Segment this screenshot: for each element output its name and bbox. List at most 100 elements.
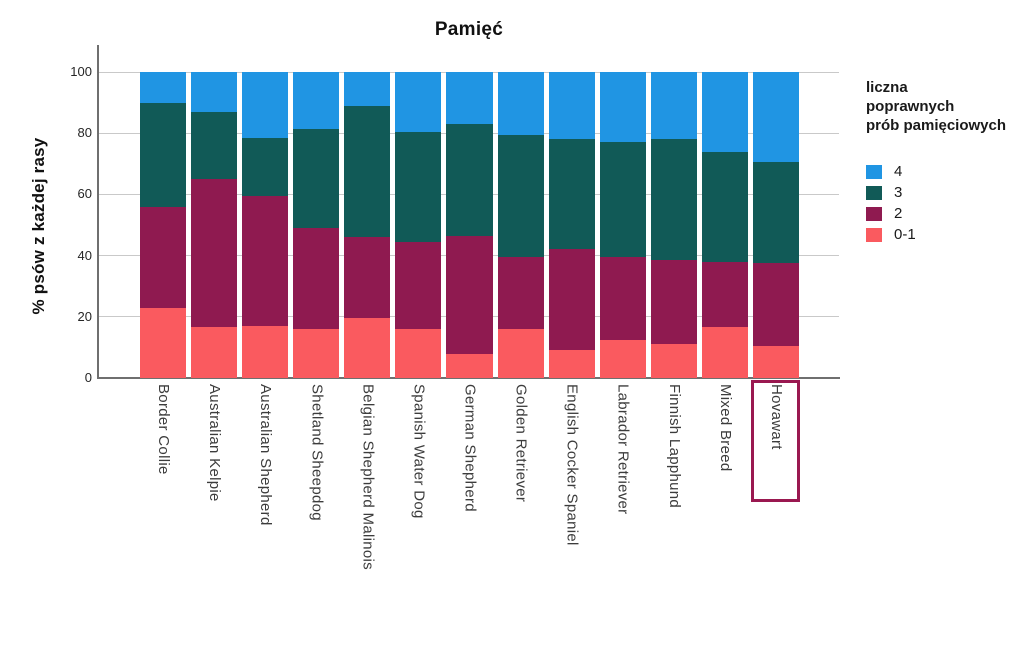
bar-column — [701, 72, 748, 378]
bar-column — [191, 72, 238, 378]
legend-item: 2 — [866, 203, 1016, 224]
legend-swatch — [866, 227, 882, 242]
legend: liczna poprawnych prób pamięciowych 4 3 2 0… — [866, 78, 1016, 245]
x-axis-category-label: German Shepherd — [461, 384, 479, 512]
x-axis-category-label: Belgian Shepherd Malinois — [359, 384, 377, 570]
x-axis-category-label: English Cocker Spaniel — [563, 384, 581, 546]
bar-segment — [446, 72, 493, 125]
y-axis-tick-label: 60 — [77, 186, 92, 202]
x-axis-category-label: Golden Retriever — [512, 384, 530, 503]
bar-segment — [701, 327, 748, 378]
bar-segment — [140, 206, 187, 308]
bar-segment — [497, 329, 544, 378]
legend-title-line: liczna — [866, 79, 908, 96]
bar-segment — [242, 325, 289, 378]
bar-column — [497, 72, 544, 378]
bar-column — [395, 72, 442, 378]
x-axis-line — [97, 377, 840, 379]
y-axis-tick-label: 100 — [70, 64, 92, 79]
bar-segment — [752, 162, 800, 264]
bar-segment — [599, 142, 646, 258]
bar-segment — [446, 235, 493, 354]
bar-segment — [599, 72, 646, 143]
legend-swatch — [866, 206, 882, 221]
y-axis-line — [97, 45, 99, 379]
bar-segment — [599, 339, 646, 378]
y-axis-tick-label: 20 — [77, 308, 92, 324]
bar-segment — [497, 134, 544, 258]
highlight-box — [751, 380, 801, 502]
legend-title-line: poprawnych — [866, 98, 955, 115]
bar-segment — [191, 179, 238, 328]
bar-column — [548, 72, 595, 378]
bar-column — [140, 72, 187, 378]
x-axis-category-label: Spanish Water Dog — [410, 384, 428, 519]
bar-segment — [497, 257, 544, 330]
y-axis-tick-label: 40 — [77, 247, 92, 263]
bar-segment — [344, 105, 391, 238]
legend-title-line: prób pamięciowych — [866, 117, 1007, 134]
bar-segment — [140, 307, 187, 378]
bar-segment — [395, 329, 442, 378]
legend-swatch — [866, 164, 882, 179]
bar-segment — [497, 72, 544, 135]
legend-item: 3 — [866, 182, 1016, 203]
bar-segment — [191, 72, 238, 112]
bar-segment — [446, 353, 493, 378]
x-axis-category-label: Finnish Lapphund — [665, 384, 683, 509]
bar-segment — [140, 102, 187, 207]
bar-column — [599, 72, 646, 378]
y-axis-tick-label: 0 — [84, 370, 92, 385]
bar-segment — [446, 124, 493, 236]
x-axis-category-label: Border Collie — [155, 384, 173, 475]
bar-column — [344, 72, 391, 378]
bar-segment — [293, 329, 340, 378]
bar-segment — [344, 237, 391, 319]
bar-segment — [548, 72, 595, 140]
bar-column — [242, 72, 289, 378]
legend-item-label: 2 — [894, 205, 903, 222]
bar-segment — [548, 249, 595, 351]
x-axis-category-label: Australian Shepherd — [257, 384, 275, 526]
bar-segment — [650, 260, 697, 345]
x-axis-category-label: Shetland Sheepdog — [308, 384, 326, 521]
bar-segment — [191, 111, 238, 180]
bar-segment — [548, 139, 595, 250]
bar-segment — [191, 327, 238, 378]
bar-segment — [701, 261, 748, 328]
legend-item: 4 — [866, 161, 1016, 182]
bar-segment — [140, 72, 187, 103]
legend-swatch — [866, 185, 882, 200]
y-axis-title: % psów z każdej rasy — [29, 137, 48, 315]
legend-item-label: 4 — [894, 163, 903, 180]
bar-segment — [242, 195, 289, 326]
bar-segment — [344, 318, 391, 378]
bar-column — [752, 72, 800, 378]
bar-segment — [752, 345, 800, 378]
bar-segment — [293, 128, 340, 229]
legend-items: 4 3 2 0-1 — [866, 161, 1016, 245]
bar-segment — [650, 139, 697, 261]
bar-segment — [599, 257, 646, 340]
bars-area — [140, 72, 800, 378]
bar-segment — [701, 72, 748, 152]
legend-item-label: 0-1 — [894, 226, 916, 243]
bar-segment — [242, 137, 289, 196]
bar-segment — [344, 72, 391, 106]
bar-segment — [395, 72, 442, 132]
bar-segment — [395, 241, 442, 330]
legend-item: 0-1 — [866, 224, 1016, 245]
x-axis-category-label: Hovawart — [767, 384, 785, 450]
bar-segment — [752, 263, 800, 346]
bar-column — [650, 72, 697, 378]
bar-segment — [395, 131, 442, 242]
bar-segment — [548, 350, 595, 378]
bar-column — [446, 72, 493, 378]
bar-segment — [701, 151, 748, 262]
bar-segment — [242, 72, 289, 138]
bar-segment — [293, 228, 340, 330]
y-axis-tick-label: 80 — [77, 125, 92, 141]
bar-segment — [752, 72, 800, 163]
bar-segment — [293, 72, 340, 129]
